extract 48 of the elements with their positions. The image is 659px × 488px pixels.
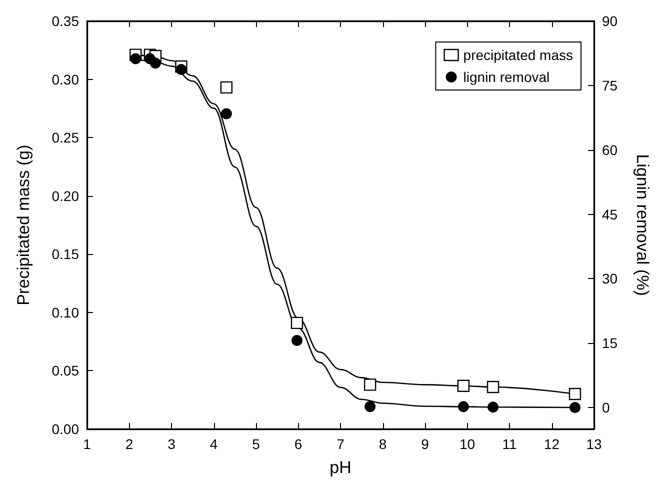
legend-label: precipitated mass (463, 47, 573, 63)
point (220, 108, 232, 120)
x-tick-label: 11 (502, 436, 517, 452)
point (570, 402, 580, 414)
point (457, 380, 470, 392)
y2-tick-label: 0 (602, 400, 610, 416)
x-tick-label: 7 (336, 436, 345, 452)
point (150, 58, 161, 69)
x-tick-label: 5 (252, 436, 260, 452)
y2-axis-title: Lignin removal (%) (633, 154, 652, 296)
x-tick-label: 4 (210, 436, 218, 452)
point (130, 53, 142, 64)
x-tick-label: 12 (544, 436, 560, 452)
y2-tick-label: 75 (602, 77, 618, 94)
point (290, 316, 304, 330)
y-tick-label: 0.30 (52, 71, 80, 88)
y-tick-label: 0.20 (52, 188, 80, 204)
x-tick-label: 2 (125, 436, 134, 452)
x-tick-label: 3 (168, 436, 176, 452)
point (458, 401, 469, 412)
y2-tick-label: 30 (602, 270, 618, 287)
x-tick-label: 9 (421, 436, 430, 452)
point (291, 335, 302, 346)
point (488, 402, 499, 413)
point (486, 380, 500, 394)
y2-tick-label: 15 (602, 335, 618, 352)
point (568, 388, 582, 400)
point (220, 81, 233, 94)
x-tick-label: 6 (294, 436, 302, 452)
y-axis-title: Precipitated mass (g) (14, 144, 33, 306)
y-tick-label: 0.00 (52, 421, 80, 437)
point (176, 64, 187, 76)
y-tick-label: 0.10 (52, 304, 80, 320)
y-tick-label: 0.25 (52, 130, 80, 146)
y-tick-label: 0.05 (52, 362, 80, 379)
legend-label: lignin removal (463, 69, 550, 85)
x-tick-label: 8 (378, 436, 387, 452)
x-tick-label: 10 (459, 436, 476, 452)
y-tick-label: 0.15 (52, 246, 80, 262)
y-tick-label: 0.35 (52, 13, 80, 29)
x-axis-title: pH (330, 458, 352, 477)
y2-tick-label: 90 (602, 13, 618, 29)
y2-tick-label: 45 (602, 206, 618, 222)
x-tick-label: 13 (586, 436, 602, 452)
y2-tick-label: 60 (602, 142, 618, 158)
point (364, 401, 376, 412)
x-tick-label: 1 (83, 436, 92, 452)
point (364, 378, 376, 391)
